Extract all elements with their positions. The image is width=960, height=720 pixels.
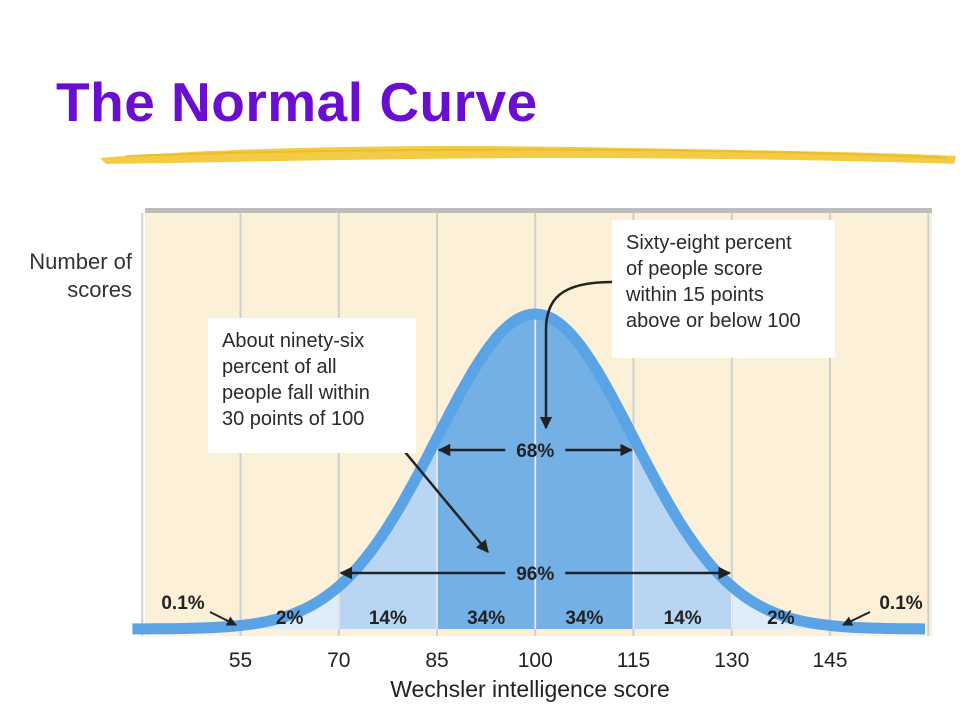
plot-top-border (145, 208, 932, 213)
annotation-line: About ninety-six (222, 330, 365, 352)
x-axis-label: Wechsler intelligence score (390, 676, 670, 702)
tail-percent-label: 0.1% (879, 593, 922, 614)
annotation-line: 30 points of 100 (222, 408, 365, 430)
band-percent-label: 2% (276, 608, 304, 629)
tail-pointer (209, 611, 237, 626)
band-area-4 (240, 586, 339, 629)
annotation-line: percent of all (222, 356, 337, 378)
x-tick-label: 55 (229, 649, 252, 672)
normal-curve-line (130, 308, 928, 635)
band-percent-label: 14% (664, 608, 702, 629)
annotation-96-percent: About ninety-six percent of all people f… (208, 318, 416, 453)
x-tick-label: 145 (812, 649, 847, 672)
callout-pointer-96 (404, 451, 489, 553)
band-percent-label: 2% (767, 608, 795, 629)
range-label: 96% (516, 564, 554, 585)
tail-pointer (842, 611, 871, 626)
x-tick-label: 130 (714, 649, 749, 672)
annotation-line: above or below 100 (626, 310, 801, 332)
range-label: 68% (516, 441, 554, 462)
band-area-5 (731, 586, 830, 629)
x-tick-label: 100 (518, 649, 553, 672)
annotation-line: within 15 points (626, 284, 764, 306)
band-percent-label: 14% (369, 608, 407, 629)
callout-pointer-68 (539, 280, 613, 430)
slide-title: The Normal Curve (56, 71, 538, 133)
annotation-68-percent: Sixty-eight percent of people score with… (612, 220, 835, 358)
tail-percent-label: 0.1% (161, 593, 204, 614)
x-tick-label: 115 (617, 649, 650, 672)
annotation-line: Sixty-eight percent (626, 232, 792, 254)
annotation-line: of people score (626, 258, 763, 280)
annotation-line: people fall within (222, 382, 370, 404)
x-tick-label: 85 (425, 649, 448, 672)
x-tick-label: 70 (327, 649, 350, 672)
band-percent-label: 34% (467, 608, 505, 629)
title-underline-stroke (100, 146, 956, 164)
band-percent-label: 34% (565, 608, 603, 629)
y-axis-label: Number of scores (29, 249, 132, 302)
